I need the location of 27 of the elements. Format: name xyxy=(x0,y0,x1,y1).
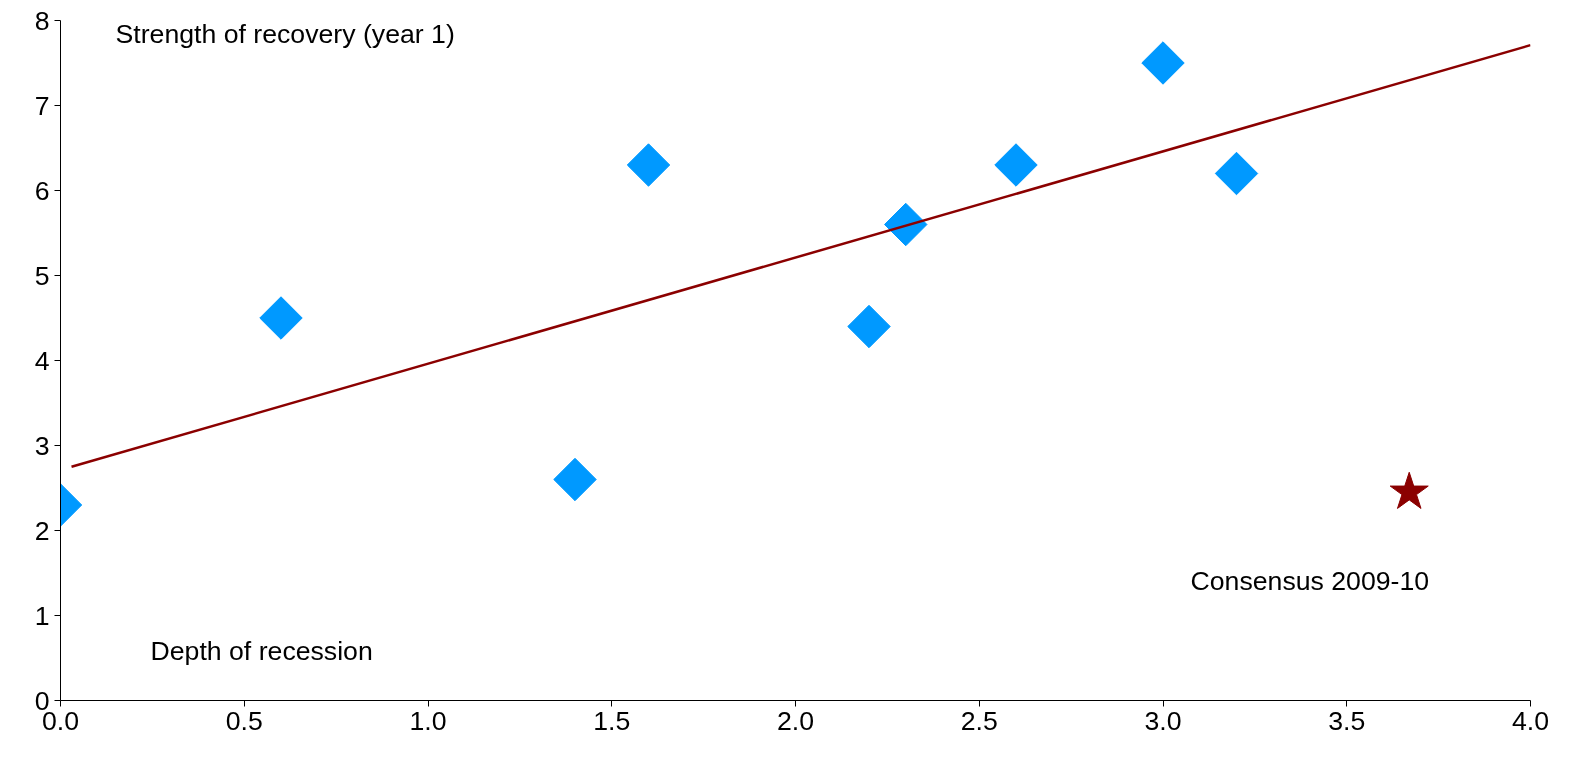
y-axis-title: Strength of recovery (year 1) xyxy=(115,18,455,49)
point xyxy=(553,457,597,502)
x-tick-label: 2.0 xyxy=(776,705,815,736)
x-axis-title: Depth of recession xyxy=(150,635,373,666)
y-tick-label: 8 xyxy=(34,5,50,36)
y-tick-label: 2 xyxy=(34,515,50,546)
point xyxy=(1214,151,1259,196)
annotation: Consensus 2009-10 xyxy=(1190,565,1430,596)
x-tick-label: 0.5 xyxy=(225,705,263,736)
point xyxy=(847,304,891,349)
x-tick-label: 2.5 xyxy=(960,705,998,736)
x-tick-label: 3.5 xyxy=(1328,705,1366,736)
y-tick-label: 6 xyxy=(34,175,50,206)
point xyxy=(884,202,928,247)
y-tick-label: 7 xyxy=(34,90,50,121)
y-tick-label: 1 xyxy=(34,600,50,631)
y-tick-label: 4 xyxy=(34,345,50,376)
x-tick-label: 1.0 xyxy=(409,705,447,736)
x-tick-label: 1.5 xyxy=(593,705,631,736)
y-tick-label: 5 xyxy=(34,260,50,291)
point xyxy=(994,143,1038,187)
x-tick-label: 3.0 xyxy=(1144,705,1182,736)
y-tick-label: 3 xyxy=(34,430,50,461)
point xyxy=(626,143,671,187)
point xyxy=(259,296,303,340)
x-tick-label: 4.0 xyxy=(1511,705,1550,736)
point xyxy=(1141,41,1185,85)
